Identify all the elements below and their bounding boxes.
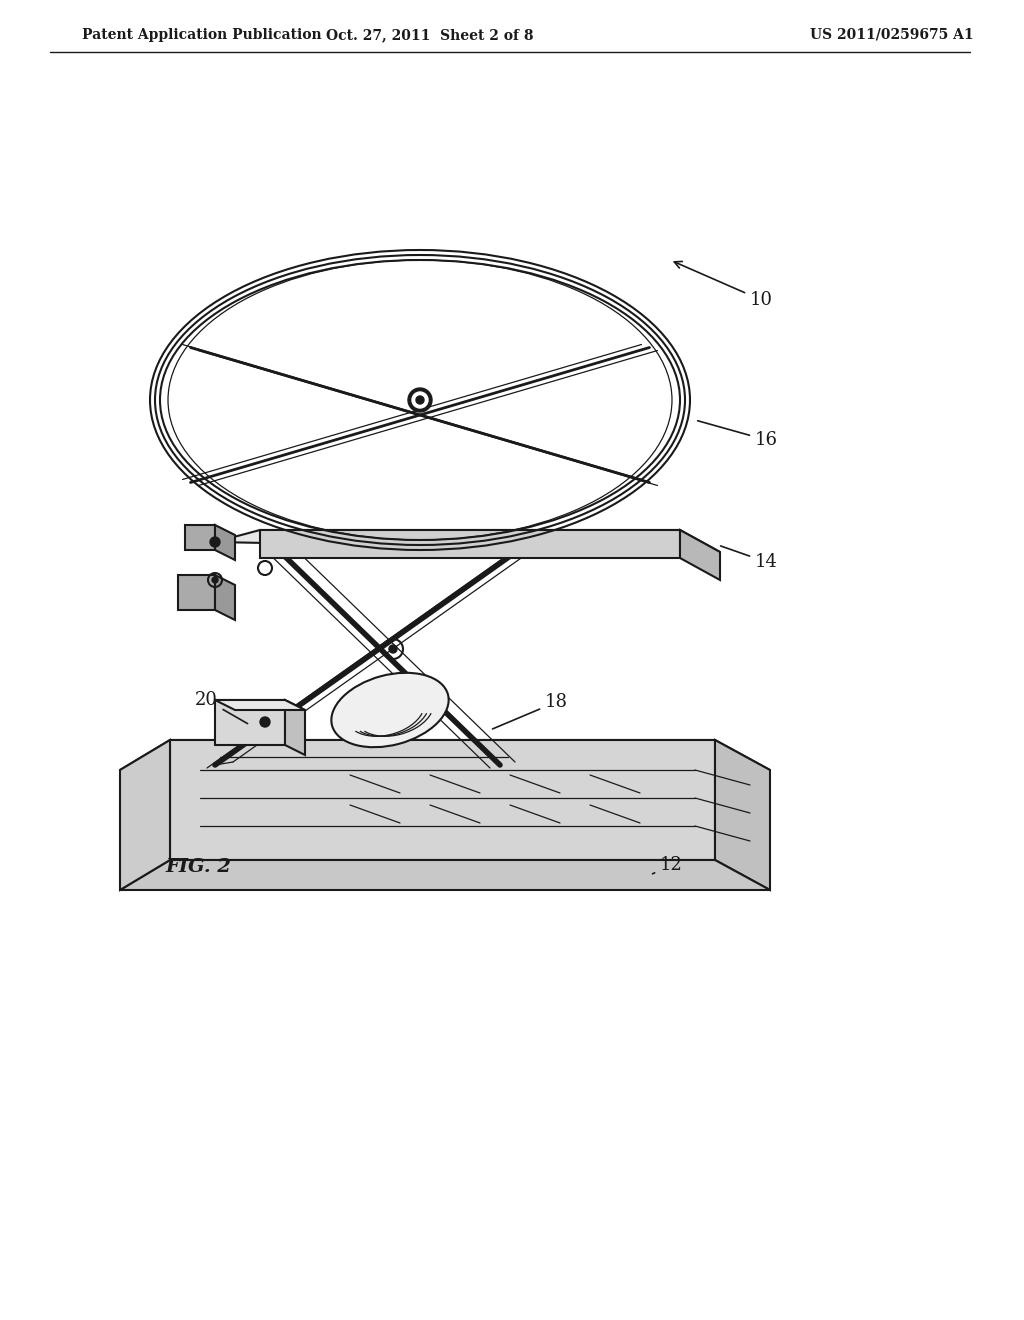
Polygon shape xyxy=(285,700,305,755)
Polygon shape xyxy=(215,525,234,560)
Polygon shape xyxy=(215,700,305,710)
Circle shape xyxy=(260,717,270,727)
Text: 14: 14 xyxy=(721,546,778,572)
Polygon shape xyxy=(120,741,770,770)
Circle shape xyxy=(210,537,220,546)
Text: 10: 10 xyxy=(674,261,773,309)
Circle shape xyxy=(412,392,428,408)
Circle shape xyxy=(416,396,424,404)
Text: Oct. 27, 2011  Sheet 2 of 8: Oct. 27, 2011 Sheet 2 of 8 xyxy=(327,28,534,42)
Polygon shape xyxy=(680,531,720,579)
Text: 12: 12 xyxy=(652,855,683,874)
Polygon shape xyxy=(120,861,770,890)
Polygon shape xyxy=(215,700,285,744)
Polygon shape xyxy=(178,576,215,610)
Polygon shape xyxy=(215,531,720,552)
Text: Patent Application Publication: Patent Application Publication xyxy=(82,28,322,42)
Circle shape xyxy=(408,388,432,412)
Text: 16: 16 xyxy=(697,421,778,449)
Text: FIG. 2: FIG. 2 xyxy=(165,858,231,876)
Circle shape xyxy=(389,645,397,653)
Ellipse shape xyxy=(332,673,449,747)
Polygon shape xyxy=(260,531,680,558)
Polygon shape xyxy=(120,741,170,890)
Polygon shape xyxy=(215,576,234,620)
Polygon shape xyxy=(715,741,770,890)
Polygon shape xyxy=(170,741,715,861)
Text: US 2011/0259675 A1: US 2011/0259675 A1 xyxy=(810,28,974,42)
Polygon shape xyxy=(185,525,215,550)
Circle shape xyxy=(212,577,218,583)
Text: 20: 20 xyxy=(195,690,248,723)
Text: 18: 18 xyxy=(493,693,568,729)
